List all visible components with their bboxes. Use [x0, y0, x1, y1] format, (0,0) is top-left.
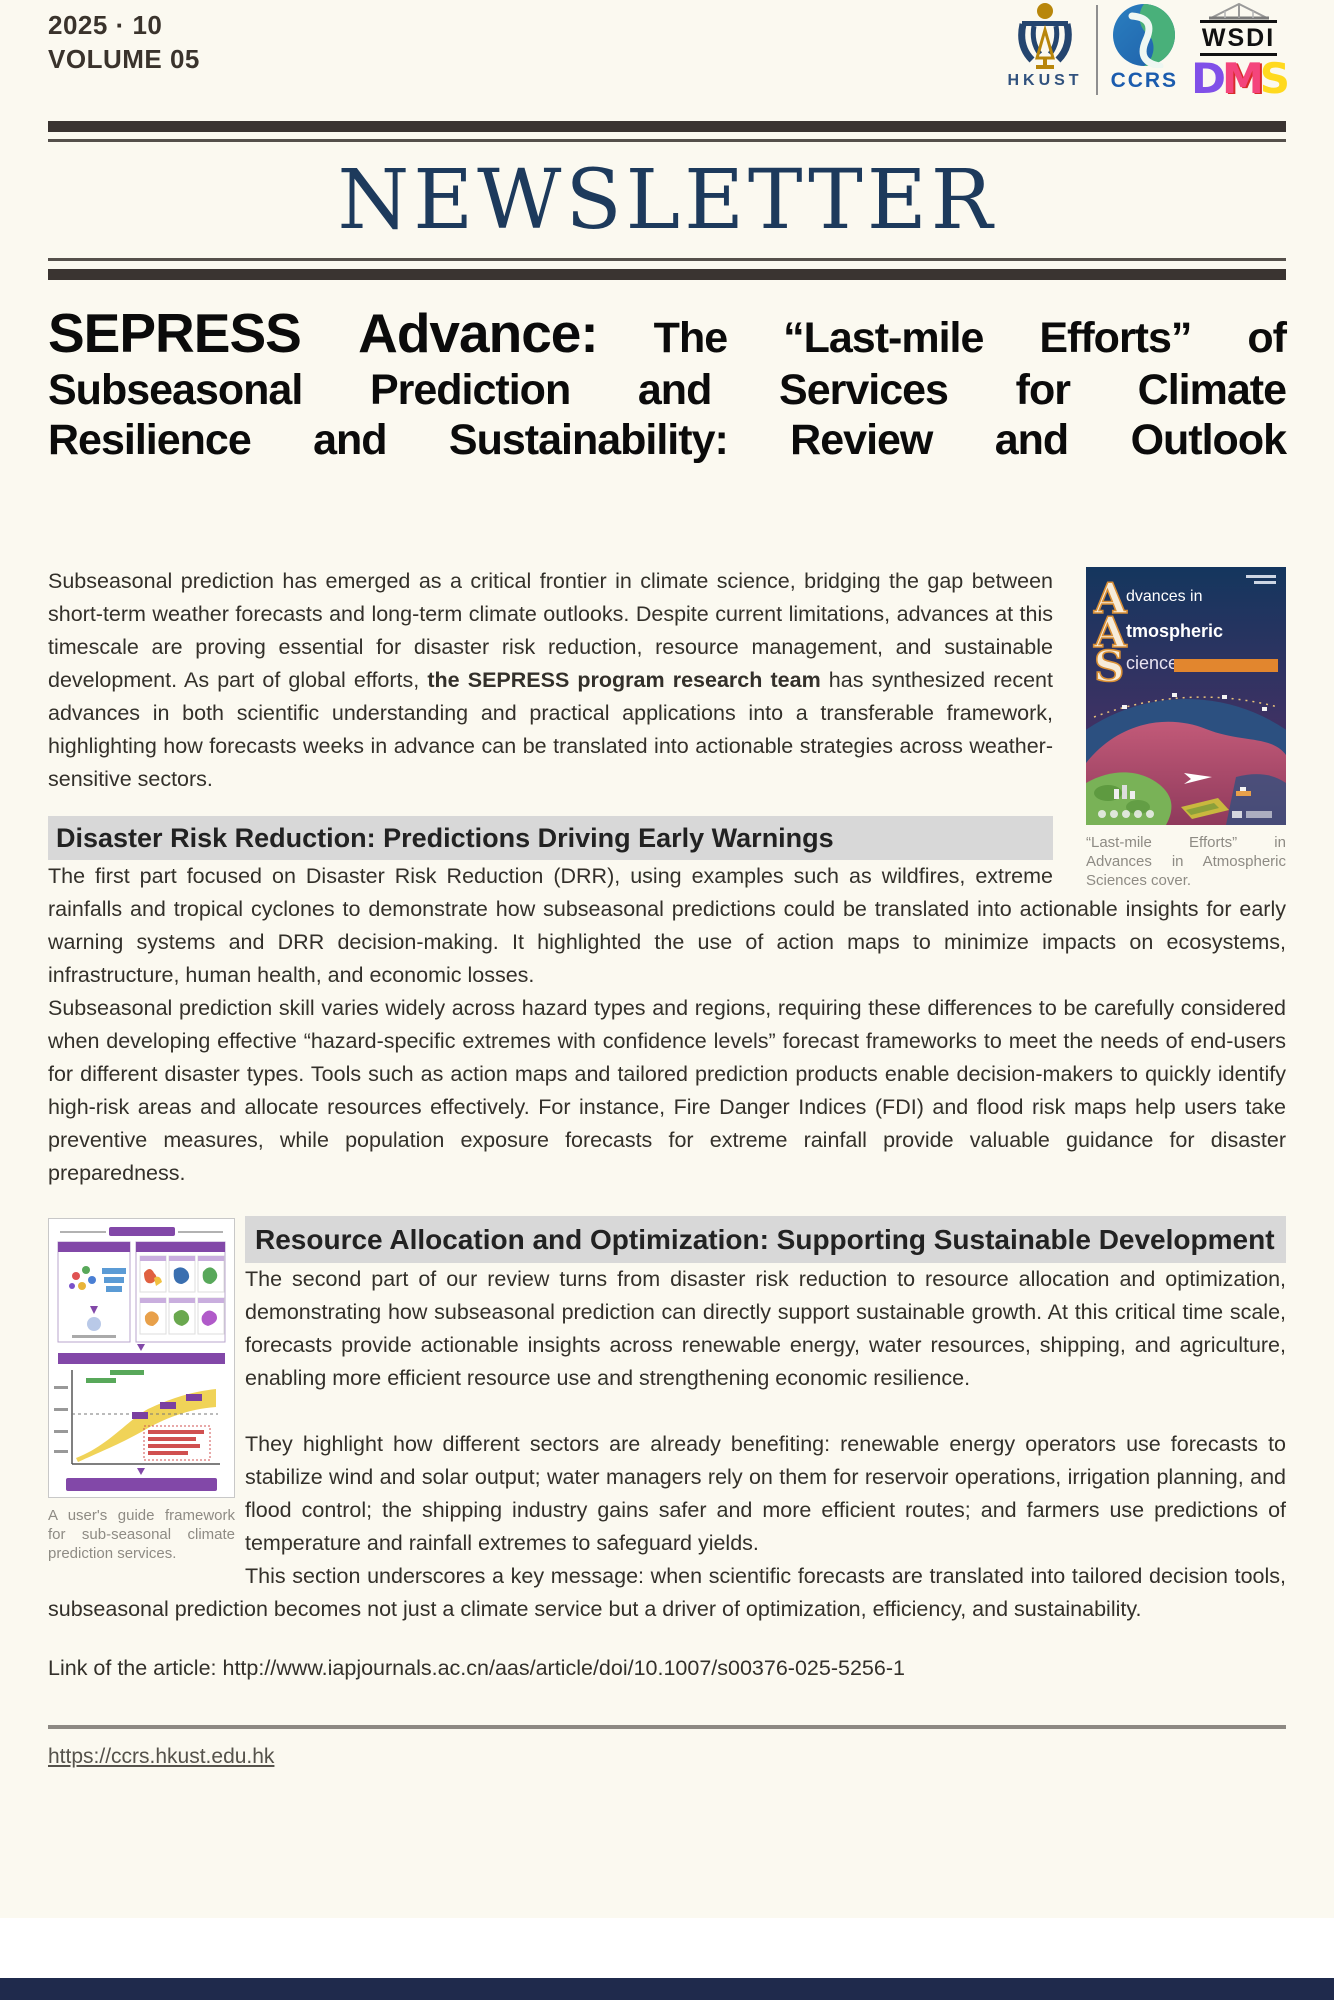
top-thick-rule: [48, 121, 1286, 132]
issue-date: 2025 · 10: [48, 10, 163, 40]
bottom-thin-rule: [48, 258, 1286, 261]
dms-letter-s: S: [1259, 54, 1290, 103]
logo-strip: HKUST: [1007, 2, 1290, 103]
bottom-bar: [0, 1978, 1334, 2000]
ccrs-sphere-icon: [1113, 4, 1176, 68]
article-link-label: Link of the article:: [48, 1656, 223, 1680]
headline-line-3: Resilience and Sustainability: Review an…: [48, 416, 1287, 464]
bridge-icon: [1208, 2, 1269, 20]
journal-cover-figure: A dvances in A tmospheric S ciences: [1053, 567, 1286, 890]
headline-lead: SEPRESS Advance:: [48, 302, 599, 364]
hkust-logo: HKUST: [1007, 2, 1082, 90]
svg-text:A: A: [1093, 574, 1128, 623]
dms-letter-d: D: [1191, 54, 1226, 103]
masthead: 2025 · 10 VOLUME 05: [48, 0, 1290, 112]
resource-section-heading: Resource Allocation and Optimization: Su…: [245, 1216, 1286, 1263]
ccrs-label: CCRS: [1110, 69, 1179, 92]
framework-figure-image: [48, 1218, 235, 1498]
article-link-line: Link of the article: http://www.iapjourn…: [48, 1652, 1286, 1685]
headline-line-2: Subseasonal Prediction and Services for …: [48, 366, 1287, 414]
svg-text:A: A: [1093, 608, 1128, 657]
footer-rule: [48, 1725, 1286, 1729]
svg-text:dvances in: dvances in: [1126, 588, 1203, 605]
hkust-label: HKUST: [1007, 72, 1083, 89]
wsdi-logo: WSDI: [1199, 20, 1278, 56]
newsletter-masthead-title: NEWSLETTER: [337, 152, 997, 248]
section-drr: A dvances in A tmospheric S ciences: [48, 565, 1286, 1190]
section-resource: A user's guide framework for sub-seasona…: [48, 1216, 1286, 1685]
dms-letter-m: M: [1221, 54, 1264, 103]
svg-text:tmospheric: tmospheric: [1126, 621, 1223, 641]
volume-number: VOLUME 05: [48, 44, 200, 74]
resource-paragraph-2: They highlight how different sectors are…: [245, 1432, 1286, 1555]
intro-text-pre: Subseasonal prediction has emerged as a …: [48, 569, 1053, 692]
dms-logo: DMS: [1191, 54, 1290, 103]
drr-section-heading: Disaster Risk Reduction: Predictions Dri…: [48, 816, 1053, 860]
bottom-thick-rule: [48, 269, 1286, 280]
article-headline: SEPRESS Advance: The “Last-mile Efforts”…: [48, 306, 1287, 465]
intro-paragraph: Subseasonal prediction has emerged as a …: [48, 565, 1286, 796]
intro-text-bold: the SEPRESS program research team: [427, 668, 821, 692]
logo-divider: [1095, 5, 1098, 95]
wsdi-dms-logos: WSDI DMS: [1191, 2, 1290, 103]
hkust-emblem-icon: [1018, 3, 1072, 69]
journal-cover-image: A dvances in A tmospheric S ciences: [1086, 567, 1286, 825]
paper-background: 2025 · 10 VOLUME 05: [0, 0, 1334, 1918]
headline-line1-rest: The “Last-mile Efforts” of: [653, 314, 1287, 362]
svg-text:S: S: [1094, 642, 1124, 691]
resource-paragraph-1: The second part of our review turns from…: [245, 1267, 1286, 1390]
resource-paragraph-3: This section underscores a key message: …: [48, 1564, 1286, 1621]
framework-figure: A user's guide framework for sub-seasona…: [48, 1218, 235, 1563]
top-thin-rule: [48, 139, 1286, 142]
article-link-url[interactable]: http://www.iapjournals.ac.cn/aas/article…: [222, 1656, 905, 1680]
intro-text-post: has synthesized recent advances in both …: [48, 668, 1053, 791]
drr-paragraph-2: Subseasonal prediction skill varies wide…: [48, 996, 1286, 1185]
ccrs-logo: CCRS: [1111, 2, 1179, 93]
svg-text:ciences: ciences: [1126, 653, 1187, 673]
journal-cover-caption: “Last-mile Efforts” in Advances in Atmos…: [1086, 834, 1286, 889]
headline-line-1: SEPRESS Advance: The “Last-mile Efforts”…: [48, 306, 1287, 365]
framework-figure-caption: A user's guide framework for sub-seasona…: [48, 1507, 235, 1562]
ccrs-website-link[interactable]: https://ccrs.hkust.edu.hk: [48, 1745, 275, 1768]
drr-paragraph-1: The first part focused on Disaster Risk …: [48, 864, 1286, 987]
